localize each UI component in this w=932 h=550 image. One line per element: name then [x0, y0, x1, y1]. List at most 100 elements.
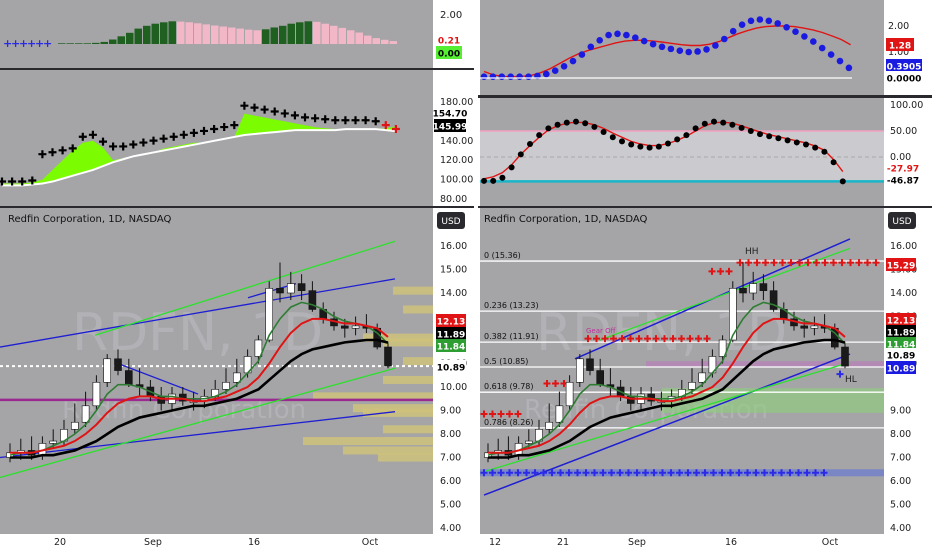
- left-price-label-8: 6.00: [440, 476, 461, 487]
- left-volume-bar-10: [303, 437, 433, 446]
- histogram-bar-20: [228, 27, 236, 44]
- histogram-plus-4: +: [35, 37, 44, 50]
- left-candle-body-7: [81, 405, 90, 423]
- right-base-plus-32: [752, 469, 760, 477]
- stochastic-dot-39: [839, 178, 846, 185]
- right-sar-axis-labels: 2.00 1.00: [888, 21, 909, 58]
- right-currency-button[interactable]: [888, 212, 916, 229]
- left-volume-profile: [303, 286, 433, 462]
- right-base-plus-29: [727, 469, 734, 477]
- right-base-plus-6: [531, 469, 539, 477]
- right-base-plus-9: [557, 469, 564, 477]
- left-price-label-7: 7.00: [440, 453, 461, 464]
- left-price-label-1: 15.00: [440, 265, 467, 276]
- trail-cross-36: [361, 116, 370, 125]
- trail-cross-9: [88, 130, 97, 139]
- trail-cross-27: [270, 107, 279, 116]
- left-volume-bar-5: [383, 375, 433, 384]
- histogram-bar-11: [151, 23, 159, 44]
- left-price-label-5: 9.00: [440, 406, 461, 417]
- right-resistance-plus-3: [762, 259, 769, 267]
- right-sar-badge-2: 0.0000: [887, 75, 922, 85]
- trail-cross-1: [8, 177, 17, 186]
- stochastic-dot-2: [499, 174, 506, 181]
- trail-cross-23: [230, 121, 239, 130]
- left-price-label-6: 8.00: [440, 429, 461, 440]
- right-candle-body-35: [841, 346, 849, 367]
- right-stochastic-badge-1-box: [886, 173, 920, 186]
- left-hist-badge-0-box: [436, 33, 462, 46]
- histogram-bar-10: [143, 25, 151, 44]
- sar-dot-8: [551, 67, 559, 75]
- left-ema-line-1: [10, 317, 389, 454]
- left-candle-body-23: [254, 339, 263, 357]
- right-resistance-plus-16: [872, 259, 880, 267]
- stochastic-dot-35: [803, 141, 809, 148]
- sar-dot-15: [614, 30, 621, 38]
- right-price-label-0: 16.00: [890, 241, 917, 252]
- right-candle-body-31: [800, 325, 809, 329]
- trail-cross-8: [78, 132, 87, 141]
- sar-dot-0: [480, 73, 488, 80]
- stochastic-dot-19: [655, 143, 662, 150]
- stochastic-dot-4: [517, 151, 524, 158]
- histogram-bar-28: [296, 22, 304, 44]
- histogram-bar-0: [58, 43, 66, 44]
- left-trail-lower-line: [2, 128, 396, 187]
- sar-dot-29: [738, 21, 746, 29]
- stochastic-dot-1: [490, 177, 497, 184]
- left-separator-1: [0, 68, 474, 70]
- left-candle-body-27: [297, 283, 306, 291]
- right-resistance-plus-12: [838, 259, 846, 267]
- right-fib-label-1: 0.236 (13.23): [484, 301, 539, 310]
- stochastic-dot-30: [757, 131, 763, 138]
- right-base-plus-37: [795, 469, 802, 477]
- left-trail-label-2: 120.00: [440, 155, 473, 166]
- left-price-label-0: 16.00: [440, 241, 467, 252]
- right-sar-badge-1-box: [886, 59, 922, 72]
- left-candle-body-11: [125, 370, 133, 385]
- histogram-bar-35: [355, 32, 363, 44]
- right-base-plus-3: [506, 469, 513, 477]
- histogram-plus-0: +: [3, 37, 12, 50]
- stochastic-dot-17: [637, 143, 644, 150]
- sar-dot-4: [516, 73, 523, 80]
- left-currency-button[interactable]: [437, 212, 465, 229]
- sar-dot-35: [792, 28, 799, 36]
- right-time-label-1: 21: [557, 537, 569, 548]
- right-support-plus-10: [669, 335, 677, 343]
- right-fib-label-5: 0.786 (8.26): [484, 418, 534, 427]
- left-price-badge-3: 10.89: [437, 364, 465, 374]
- trail-cross-6: [58, 146, 67, 155]
- right-sar-badge-1: 0.3905: [887, 63, 922, 73]
- sar-dot-41: [845, 64, 853, 72]
- left-trail-crosses: [0, 101, 400, 186]
- sar-dot-22: [676, 47, 684, 54]
- stochastic-dot-3: [508, 164, 515, 171]
- right-stochastic-line: [483, 121, 844, 180]
- left-candle-body-4: [49, 440, 58, 444]
- right-price-label-7: 7.00: [890, 453, 911, 464]
- right-price-badge-0: 15.29: [887, 262, 915, 272]
- histogram-bar-38: [381, 39, 389, 44]
- stochastic-dot-15: [619, 138, 625, 145]
- right-base-plus-36: [786, 469, 794, 477]
- right-stochastic-badges: -27.97 -46.87: [886, 161, 920, 187]
- right-base-plus-19: [642, 469, 649, 477]
- right-base-plus-33: [761, 469, 768, 477]
- right-base-plus-8: [548, 469, 556, 477]
- trail-cross-15: [149, 136, 158, 145]
- right-price-panel: RDFN, 1D Redfin Corporation 0 (15.36)0.2…: [480, 208, 917, 548]
- left-time-label-1: Sep: [144, 537, 162, 548]
- right-resistance-plus-2: [753, 259, 761, 267]
- right-low-plus-3: [506, 410, 513, 418]
- right-channel-lower-green: [483, 361, 851, 473]
- right-support-plus-1: [593, 335, 600, 343]
- stochastic-dot-13: [600, 129, 607, 136]
- stochastic-dot-25: [711, 118, 717, 125]
- left-hist-badge-0: 0.21: [438, 37, 460, 47]
- left-volume-bar-12: [378, 453, 433, 462]
- left-candle-body-8: [92, 381, 101, 407]
- histogram-bar-8: [126, 32, 134, 44]
